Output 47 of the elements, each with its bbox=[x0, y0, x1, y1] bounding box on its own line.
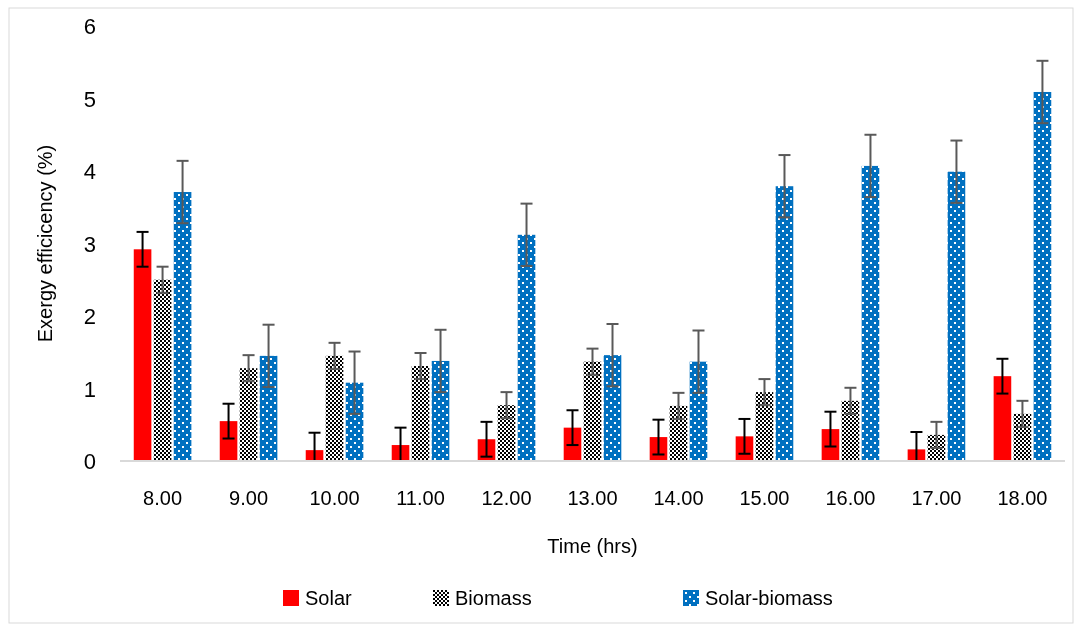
bar bbox=[841, 400, 860, 461]
x-tick-label: 14.00 bbox=[653, 487, 704, 509]
x-tick-label: 18.00 bbox=[997, 487, 1048, 509]
bar bbox=[775, 186, 794, 461]
y-axis-title: Exergy efficicency (%) bbox=[34, 144, 56, 343]
bar bbox=[497, 405, 516, 461]
y-tick-label: 6 bbox=[83, 14, 96, 39]
legend-label: Biomass bbox=[455, 587, 532, 609]
bar bbox=[259, 355, 278, 461]
legend-label: Solar bbox=[305, 587, 353, 609]
x-tick-label: 12.00 bbox=[481, 487, 532, 509]
x-tick-label: 13.00 bbox=[567, 487, 618, 509]
x-axis-title: Time (hrs) bbox=[547, 535, 638, 557]
bar bbox=[411, 366, 430, 461]
bar bbox=[689, 361, 708, 461]
x-tick-label: 15.00 bbox=[739, 487, 790, 509]
bar bbox=[603, 355, 622, 461]
bar bbox=[325, 355, 344, 461]
bar bbox=[219, 421, 238, 461]
y-tick-label: 2 bbox=[83, 304, 96, 329]
x-tick-label: 16.00 bbox=[825, 487, 876, 509]
bar bbox=[993, 376, 1012, 461]
bar bbox=[517, 234, 536, 461]
bar bbox=[239, 368, 258, 461]
bar bbox=[173, 192, 192, 461]
bar bbox=[153, 279, 172, 461]
x-tick-label: 11.00 bbox=[396, 487, 445, 509]
y-tick-label: 1 bbox=[83, 376, 96, 402]
bar bbox=[1033, 91, 1052, 461]
bar bbox=[345, 382, 364, 461]
y-tick-label: 4 bbox=[83, 159, 96, 184]
y-tick-label: 5 bbox=[83, 86, 96, 112]
bar bbox=[583, 361, 602, 461]
bar bbox=[755, 392, 774, 461]
x-tick-label: 10.00 bbox=[309, 487, 360, 509]
bar bbox=[669, 405, 688, 461]
bar bbox=[947, 171, 966, 461]
y-tick-label: 0 bbox=[83, 449, 96, 474]
bar bbox=[861, 165, 880, 461]
bar bbox=[1013, 413, 1032, 461]
legend-label: Solar-biomass bbox=[705, 587, 833, 609]
bar bbox=[431, 360, 450, 461]
x-tick-label: 8.00 bbox=[143, 487, 183, 509]
x-tick-label: 17.00 bbox=[911, 487, 962, 509]
bar bbox=[133, 249, 152, 461]
y-tick-label: 3 bbox=[83, 231, 96, 257]
x-tick-label: 9.00 bbox=[229, 487, 269, 509]
